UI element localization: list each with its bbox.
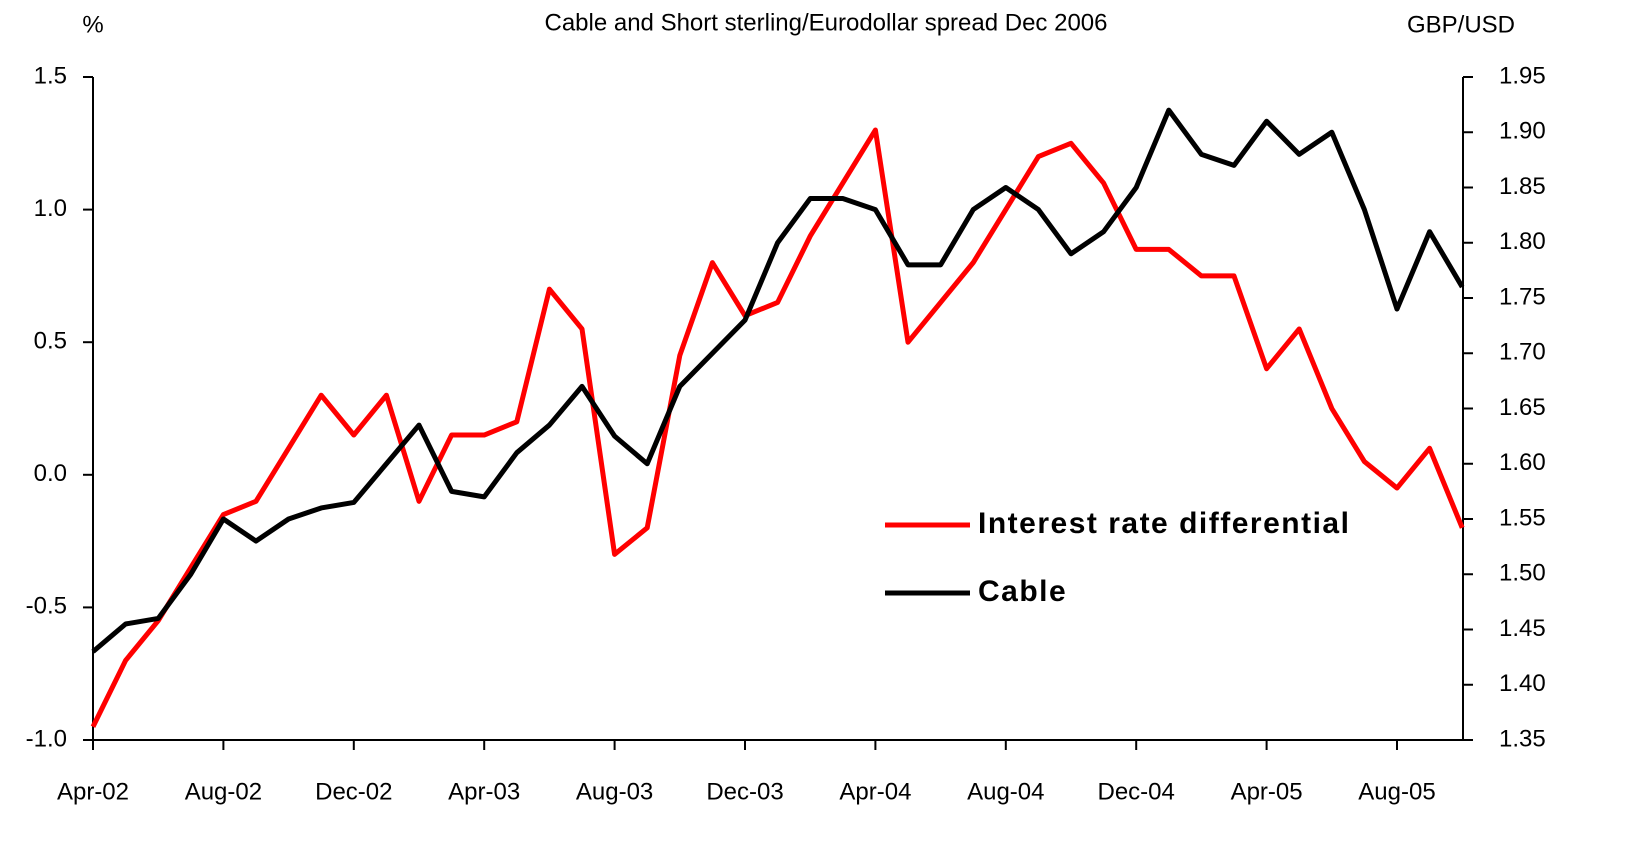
x-tick-label: Dec-04 (1098, 778, 1175, 805)
y-tick-label: -1.0 (26, 725, 67, 752)
x-tick-label: Aug-02 (185, 778, 262, 805)
y-tick-label: -0.5 (26, 593, 67, 620)
x-tick-label: Aug-05 (1358, 778, 1435, 805)
x-tick-label: Aug-04 (967, 778, 1044, 805)
y2-tick-label: 1.90 (1499, 118, 1546, 145)
chart-title: Cable and Short sterling/Eurodollar spre… (544, 9, 1107, 36)
y2-tick-label: 1.80 (1499, 228, 1546, 255)
y2-tick-label: 1.40 (1499, 670, 1546, 697)
x-tick-label: Dec-02 (315, 778, 392, 805)
legend-text: Interest rate differential (978, 507, 1350, 540)
y2-tick-label: 1.70 (1499, 339, 1546, 366)
line-series (91, 107, 1465, 654)
y2-tick-label: 1.65 (1499, 394, 1546, 421)
x-tick-label: Apr-02 (57, 778, 129, 805)
y2-tick-label: 1.55 (1499, 504, 1546, 531)
y2-tick-label: 1.95 (1499, 62, 1546, 89)
y2-axis-label: GBP/USD (1407, 11, 1515, 38)
legend-text: Cable (978, 575, 1067, 608)
x-tick-label: Aug-03 (576, 778, 653, 805)
y-tick-label: 0.0 (34, 460, 67, 487)
y-tick-label: 1.5 (34, 62, 67, 89)
y2-tick-label: 1.45 (1499, 615, 1546, 642)
y2-tick-label: 1.35 (1499, 725, 1546, 752)
y2-tick-label: 1.60 (1499, 449, 1546, 476)
x-tick-label: Apr-05 (1231, 778, 1303, 805)
y2-tick-label: 1.85 (1499, 173, 1546, 200)
x-tick-label: Apr-03 (448, 778, 520, 805)
y-tick-label: 1.0 (34, 195, 67, 222)
y2-tick-label: 1.75 (1499, 283, 1546, 310)
y-axis-label: % (82, 11, 103, 38)
line-series (90, 127, 1465, 728)
y-tick-label: 0.5 (34, 328, 67, 355)
x-tick-label: Dec-03 (706, 778, 783, 805)
x-tick-label: Apr-04 (839, 778, 911, 805)
y2-tick-label: 1.50 (1499, 560, 1546, 587)
